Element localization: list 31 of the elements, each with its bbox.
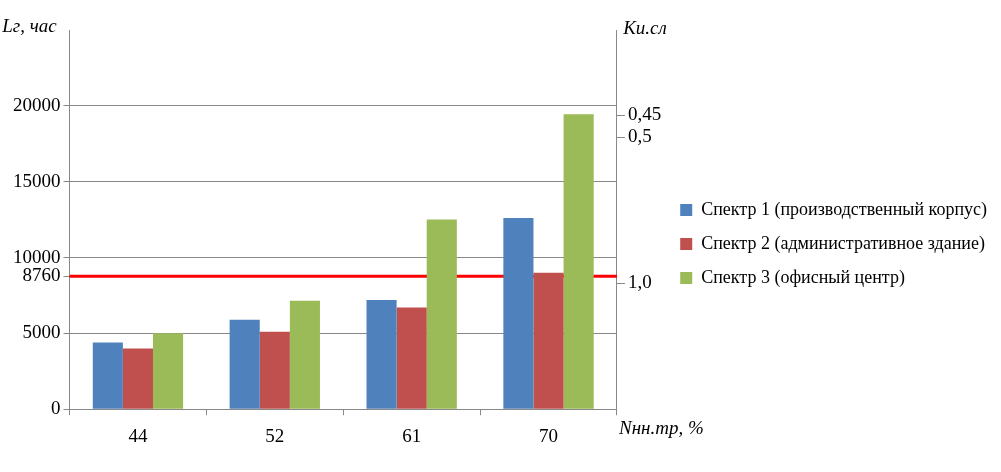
x-axis-title: Nнн.тр, %: [617, 417, 704, 439]
bar: [366, 299, 397, 409]
y2-tick-label: 0,5: [627, 125, 652, 147]
bar: [92, 342, 123, 409]
y-tick-label: 10000: [13, 245, 61, 267]
x-tick-label: 52: [265, 424, 285, 446]
x-tick-label: 44: [128, 424, 148, 446]
bar: [533, 272, 564, 409]
bar: [229, 319, 260, 409]
y2-tick-label: 0,45: [627, 103, 662, 125]
bar: [152, 333, 184, 409]
bar: [289, 300, 320, 409]
bar: [259, 331, 290, 409]
bar: [396, 307, 427, 409]
x-tick-label: 61: [402, 424, 422, 446]
bar: [563, 114, 594, 409]
y2-tick-label: 1,0: [627, 271, 652, 293]
y-tick-label: 20000: [13, 93, 61, 115]
x-tick-label: 70: [539, 424, 559, 446]
bar: [426, 219, 457, 409]
legend-label: Спектр 3 (офисный центр): [701, 266, 905, 288]
y2-axis-title: Ки.сл: [622, 17, 667, 38]
bar: [122, 348, 153, 409]
y-tick-label: 8760: [22, 264, 61, 286]
y-tick-label: 0: [51, 397, 61, 419]
y-tick-label: 15000: [13, 169, 61, 191]
y-tick-label: 5000: [22, 321, 61, 343]
bar: [503, 218, 534, 409]
legend-label: Спектр 1 (производственный корпус): [701, 198, 988, 220]
legend-label: Спектр 2 (административное здание): [701, 232, 985, 254]
y-axis-title: Lг, час: [1, 15, 58, 36]
